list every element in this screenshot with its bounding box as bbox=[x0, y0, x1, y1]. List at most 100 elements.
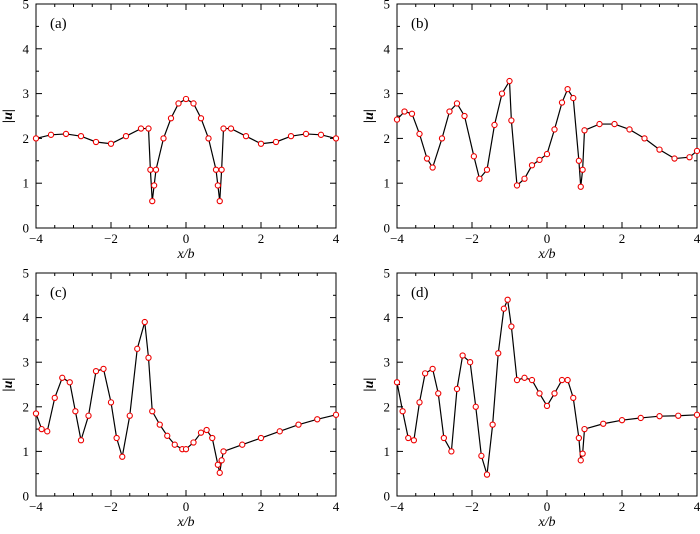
solution-curve bbox=[396, 297, 698, 475]
y-tick-label: 0 bbox=[23, 489, 30, 504]
data-point-marker bbox=[429, 164, 436, 171]
data-point-marker bbox=[438, 135, 446, 142]
data-point-marker bbox=[175, 100, 182, 107]
data-point-marker bbox=[536, 390, 543, 397]
data-point-marker bbox=[145, 125, 152, 132]
data-point-marker bbox=[242, 133, 250, 140]
y-tick-label: 0 bbox=[384, 489, 391, 504]
data-point-marker bbox=[149, 408, 156, 415]
data-point-marker bbox=[435, 390, 442, 397]
plot-frame bbox=[396, 272, 698, 497]
data-point-marker bbox=[521, 374, 528, 381]
data-point-marker bbox=[107, 140, 115, 147]
x-tick-label: 0 bbox=[544, 231, 551, 246]
data-point-marker bbox=[214, 461, 222, 468]
data-point-marker bbox=[287, 133, 295, 140]
x-tick-label: 2 bbox=[619, 499, 626, 514]
data-point-marker bbox=[495, 350, 502, 357]
data-point-marker bbox=[137, 125, 145, 132]
data-point-marker bbox=[107, 399, 115, 406]
data-point-marker bbox=[466, 359, 474, 366]
data-point-marker bbox=[190, 439, 197, 446]
data-point-marker bbox=[122, 133, 130, 140]
y-tick-label: 5 bbox=[23, 266, 30, 281]
data-point-marker bbox=[459, 352, 466, 359]
data-point-marker bbox=[429, 365, 436, 373]
x-tick-label: 0 bbox=[183, 231, 190, 246]
data-point-marker bbox=[62, 130, 70, 138]
panel-label: (d) bbox=[411, 285, 429, 301]
data-point-marker bbox=[423, 155, 431, 162]
data-point-marker bbox=[220, 125, 227, 132]
data-point-marker bbox=[314, 416, 321, 423]
data-point-marker bbox=[508, 323, 515, 330]
data-point-marker bbox=[171, 441, 178, 448]
data-point-marker bbox=[47, 131, 55, 138]
data-point-marker bbox=[575, 434, 583, 442]
data-point-marker bbox=[85, 412, 92, 419]
panel-label: (c) bbox=[50, 285, 67, 301]
data-point-marker bbox=[295, 421, 302, 428]
data-point-marker bbox=[134, 345, 141, 352]
x-tick-label: 0 bbox=[183, 499, 190, 514]
data-point-marker bbox=[675, 412, 682, 419]
data-point-marker bbox=[164, 432, 171, 439]
data-point-marker bbox=[476, 175, 483, 182]
data-point-marker bbox=[558, 376, 566, 384]
data-point-marker bbox=[637, 414, 644, 422]
data-point-marker bbox=[160, 135, 167, 142]
data-point-marker bbox=[536, 156, 543, 164]
data-point-marker bbox=[119, 453, 126, 460]
x-tick-label: −4 bbox=[29, 499, 43, 514]
x-tick-label: 0 bbox=[544, 499, 551, 514]
data-point-marker bbox=[575, 157, 583, 164]
data-point-marker bbox=[543, 150, 551, 158]
panel-label: (a) bbox=[50, 16, 67, 32]
data-point-marker bbox=[218, 166, 225, 173]
plot-frame bbox=[35, 272, 337, 497]
data-point-marker bbox=[618, 417, 626, 424]
data-point-marker bbox=[440, 434, 448, 442]
x-tick-label: −4 bbox=[29, 231, 43, 246]
data-point-marker bbox=[483, 471, 491, 478]
data-point-marker bbox=[227, 125, 235, 132]
y-tick-label: 3 bbox=[384, 355, 391, 370]
data-point-marker bbox=[214, 182, 222, 189]
data-point-marker bbox=[149, 197, 156, 205]
data-point-marker bbox=[472, 403, 479, 410]
data-point-marker bbox=[190, 100, 197, 107]
data-point-marker bbox=[421, 370, 429, 377]
y-tick-label: 1 bbox=[384, 176, 391, 191]
data-point-marker bbox=[216, 469, 223, 476]
panel-c: −4 −2 0 2 4 0 1 2 3 4 5 x/b |u| (c) bbox=[1, 266, 340, 531]
y-tick-label: 5 bbox=[384, 266, 391, 281]
data-point-marker bbox=[100, 365, 107, 373]
y-tick-label: 5 bbox=[23, 0, 30, 12]
x-tick-label: 4 bbox=[694, 499, 700, 514]
data-point-marker bbox=[521, 175, 528, 182]
x-axis-label: x/b bbox=[176, 247, 194, 262]
y-tick-label: 0 bbox=[23, 221, 30, 236]
data-point-marker bbox=[216, 197, 223, 205]
data-point-marker bbox=[239, 441, 246, 448]
solution-curve bbox=[396, 79, 698, 187]
data-point-marker bbox=[182, 95, 190, 103]
data-point-marker bbox=[197, 429, 205, 436]
data-point-marker bbox=[551, 390, 558, 397]
data-point-marker bbox=[32, 135, 40, 142]
data-point-marker bbox=[72, 408, 79, 415]
data-point-marker bbox=[408, 110, 416, 117]
data-point-marker bbox=[489, 421, 496, 428]
data-point-marker bbox=[564, 85, 571, 93]
data-point-marker bbox=[126, 412, 133, 419]
data-point-marker bbox=[508, 117, 515, 124]
y-tick-label: 4 bbox=[384, 310, 391, 325]
y-tick-label: 0 bbox=[384, 221, 391, 236]
data-point-marker bbox=[693, 411, 700, 418]
data-point-marker bbox=[528, 162, 536, 169]
x-tick-label: −2 bbox=[104, 499, 118, 514]
y-tick-label: 3 bbox=[23, 86, 30, 101]
y-tick-label: 3 bbox=[384, 86, 391, 101]
data-point-marker bbox=[218, 457, 225, 464]
